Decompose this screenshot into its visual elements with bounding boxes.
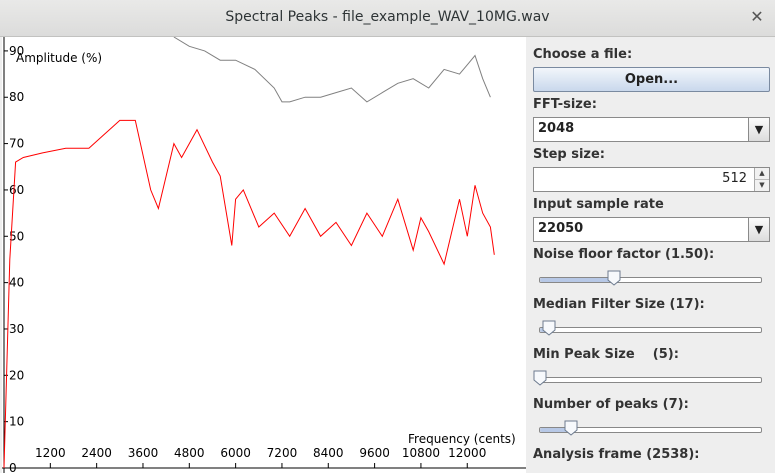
x-tick-label: 10800	[402, 446, 440, 460]
noise-floor-line	[173, 37, 491, 103]
x-tick-label: 2400	[81, 446, 112, 460]
y-tick-label: 90	[9, 44, 24, 58]
spinner-down-icon[interactable]: ▼	[754, 180, 769, 191]
y-axis-title: Amplitude (%)	[16, 51, 102, 65]
min-peak-label: Min Peak Size (5):	[533, 347, 679, 362]
x-axis-title: Frequency (cents)	[408, 432, 516, 446]
x-tick-label: 4800	[174, 446, 205, 460]
num-peaks-slider[interactable]	[533, 418, 768, 438]
y-tick-label: 70	[9, 137, 24, 151]
choose-file-label: Choose a file:	[533, 47, 633, 62]
close-icon[interactable]: ✕	[750, 7, 764, 26]
fft-size-value: 2048	[538, 121, 575, 136]
num-peaks-label: Number of peaks (7):	[533, 397, 689, 412]
noise-floor-slider[interactable]	[533, 268, 768, 288]
control-panel: Choose a file: Open... FFT-size: 2048 ▼ …	[527, 37, 775, 473]
window-title: Spectral Peaks - file_example_WAV_10MG.w…	[225, 9, 550, 25]
slider-fill	[540, 278, 613, 282]
slider-thumb[interactable]	[564, 420, 578, 436]
fft-size-label: FFT-size:	[533, 97, 597, 112]
chevron-down-icon[interactable]: ▼	[748, 218, 769, 241]
slider-track[interactable]	[539, 327, 762, 333]
fft-size-select[interactable]: 2048 ▼	[533, 117, 770, 142]
y-tick-label: 30	[9, 322, 24, 336]
analysis-frame-label: Analysis frame (2538):	[533, 447, 700, 462]
x-tick-label: 12000	[448, 446, 486, 460]
sample-rate-value: 22050	[538, 221, 584, 236]
median-filter-slider[interactable]	[533, 318, 768, 338]
x-tick-label: 9600	[359, 446, 390, 460]
step-size-input[interactable]	[535, 169, 747, 188]
noise-floor-label: Noise floor factor (1.50):	[533, 247, 715, 262]
min-peak-slider[interactable]	[533, 368, 768, 388]
slider-thumb[interactable]	[533, 370, 547, 386]
step-size-label: Step size:	[533, 147, 606, 162]
step-size-spinner[interactable]: ▲ ▼	[533, 167, 770, 192]
x-tick-label: 7200	[267, 446, 298, 460]
sample-rate-select[interactable]: 22050 ▼	[533, 217, 770, 242]
y-tick-label: 60	[9, 183, 24, 197]
slider-thumb[interactable]	[607, 270, 621, 286]
x-tick-label: 3600	[128, 446, 159, 460]
spectrum-line	[3, 119, 495, 469]
chevron-down-icon[interactable]: ▼	[748, 118, 769, 141]
slider-track[interactable]	[539, 427, 762, 433]
open-button[interactable]: Open...	[533, 67, 770, 92]
y-tick-label: 0	[9, 461, 17, 473]
slider-track[interactable]	[539, 277, 762, 283]
title-bar[interactable]: Spectral Peaks - file_example_WAV_10MG.w…	[0, 0, 775, 37]
y-tick-label: 80	[9, 90, 24, 104]
spinner-up-icon[interactable]: ▲	[754, 168, 769, 180]
x-tick-label: 8400	[313, 446, 344, 460]
slider-thumb[interactable]	[542, 320, 556, 336]
slider-track[interactable]	[539, 377, 762, 383]
y-tick-label: 10	[9, 415, 24, 429]
y-tick-label: 20	[9, 368, 24, 382]
median-filter-label: Median Filter Size (17):	[533, 297, 705, 312]
x-tick-label: 1200	[35, 446, 66, 460]
y-tick-label: 50	[9, 229, 24, 243]
y-tick-label: 40	[9, 276, 24, 290]
spectrum-plot[interactable]: 90 80 70 60 50 40 30 20 10 0 1200 2400 3600 4800 6000 7…	[2, 37, 526, 473]
slider-fill	[540, 428, 571, 432]
sample-rate-label: Input sample rate	[533, 197, 664, 212]
x-tick-label: 6000	[220, 446, 251, 460]
spectrum-chart: 90 80 70 60 50 40 30 20 10 0 1200 2400 3600 4800 6000 7…	[2, 37, 526, 473]
